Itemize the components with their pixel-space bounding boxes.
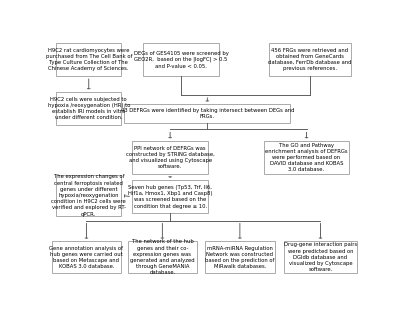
Text: PPI network of DEFRGs was
constructed by STRING database,
and visualized using C: PPI network of DEFRGs was constructed by… [126, 146, 214, 169]
FancyBboxPatch shape [205, 241, 275, 273]
Text: DEGs of GES4105 were screened by
GEO2R,  based on the |logFC| > 0.5
and P-value : DEGs of GES4105 were screened by GEO2R, … [134, 51, 228, 69]
FancyBboxPatch shape [56, 43, 121, 76]
FancyBboxPatch shape [56, 175, 121, 216]
FancyBboxPatch shape [128, 241, 197, 273]
Text: Seven hub genes (Tp53, Trf, Il6,
Hif1a, Hmox1, Xbp1 and Casp8)
was screened base: Seven hub genes (Tp53, Trf, Il6, Hif1a, … [128, 185, 212, 209]
FancyBboxPatch shape [52, 241, 121, 273]
Text: The GO and Pathway
enrichment analysis of DEFRGs
were performed based on
DAVID d: The GO and Pathway enrichment analysis o… [265, 143, 348, 172]
Text: H9C2 cells were subjected to
hypoxia /reoxygenation (HR) to
establish IRI models: H9C2 cells were subjected to hypoxia /re… [48, 97, 130, 120]
Text: Drug-gene interaction pairs
were predicted based on
DGIdb database and
visualize: Drug-gene interaction pairs were predict… [284, 242, 357, 272]
Text: 456 FRGs were retrieved and
obtained from GeneCards
database, FerrDb database an: 456 FRGs were retrieved and obtained fro… [268, 48, 351, 71]
FancyBboxPatch shape [268, 43, 351, 76]
FancyBboxPatch shape [284, 241, 357, 273]
FancyBboxPatch shape [124, 104, 290, 123]
Text: H9C2 rat cardiomyocytes were
purchased from The Cell Bank of
Type Culture Collec: H9C2 rat cardiomyocytes were purchased f… [46, 48, 132, 71]
Text: Gene annotation analysis of
hub genes were carried out
based on Metascape and
KO: Gene annotation analysis of hub genes we… [50, 245, 123, 269]
Text: The network of the hub
genes and their co-
expression genes was
generated and an: The network of the hub genes and their c… [130, 239, 195, 275]
Text: The expression changes of
central ferroptosis related
genes under different
hypo: The expression changes of central ferrop… [51, 174, 126, 217]
FancyBboxPatch shape [264, 141, 349, 174]
FancyBboxPatch shape [143, 43, 219, 76]
FancyBboxPatch shape [56, 92, 121, 125]
FancyBboxPatch shape [132, 180, 208, 213]
FancyBboxPatch shape [132, 141, 208, 174]
Text: mRNA-miRNA Regulation
Network was constructed
based on the prediction of
MiRwalk: mRNA-miRNA Regulation Network was constr… [205, 245, 274, 269]
Text: 43 DEFRGs were identified by taking intersect between DEGs and
FRGs.: 43 DEFRGs were identified by taking inte… [120, 108, 294, 119]
